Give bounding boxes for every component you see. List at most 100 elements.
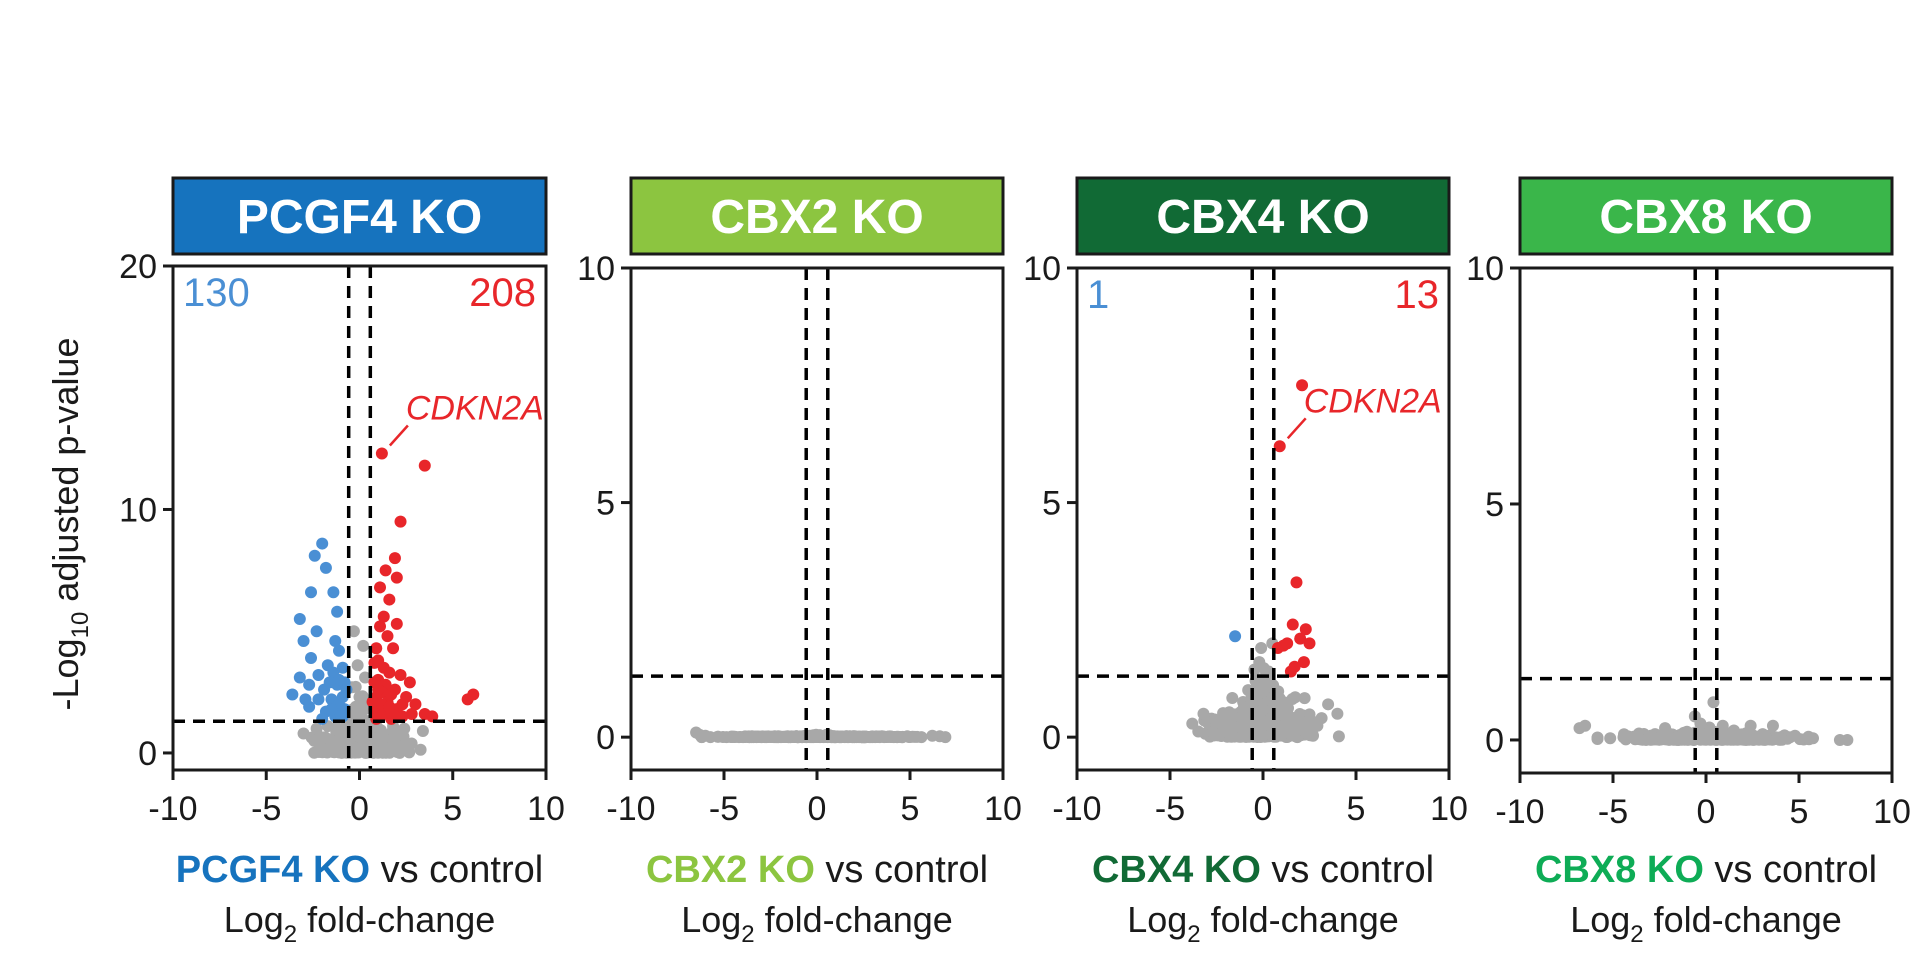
y-axis-label-main: -Log <box>45 638 86 710</box>
down-point <box>312 669 325 682</box>
ns-point <box>1251 718 1264 730</box>
x-tick-label: -10 <box>1495 793 1544 831</box>
ns-point <box>1727 724 1740 737</box>
up-point <box>377 610 390 623</box>
up-point <box>387 642 400 655</box>
y-tick-label: 10 <box>119 491 157 529</box>
y-tick-label: 0 <box>1485 722 1504 760</box>
ns-point <box>1298 692 1311 705</box>
ns-point <box>1639 733 1652 746</box>
x-tick-label: -5 <box>1155 790 1185 828</box>
ns-point <box>1226 692 1239 704</box>
down-point <box>325 703 338 716</box>
down-point <box>319 561 332 574</box>
ns-point <box>1766 719 1779 732</box>
up-point <box>385 688 398 701</box>
ns-point <box>1332 730 1345 743</box>
ns-point <box>1776 733 1788 746</box>
y-tick-label: 0 <box>138 735 157 773</box>
ns-point <box>904 731 917 743</box>
up-point <box>381 630 394 643</box>
down-point <box>316 537 329 550</box>
down-point <box>332 644 345 657</box>
x-axis-log-sub: 2 <box>741 921 754 948</box>
up-point <box>390 571 403 584</box>
x-axis-gene: CBX4 KO <box>1092 849 1261 891</box>
y-tick-label: 0 <box>1042 719 1061 757</box>
x-tick-label: 0 <box>808 790 827 828</box>
ns-point <box>1299 725 1312 738</box>
panel-4: CBX8 KO -10 -5 0 5 10 0 5 10 CBX8 KO vs control Lo… <box>1466 176 1911 948</box>
ns-point <box>1186 717 1199 730</box>
count-down: 1 <box>1087 273 1109 317</box>
down-point <box>329 634 342 647</box>
ns-point <box>335 727 348 740</box>
x-axis-log: Log <box>224 899 284 940</box>
ns-point <box>357 639 370 652</box>
up-point <box>1296 379 1309 392</box>
ns-point <box>1248 730 1261 743</box>
x-tick-label: 5 <box>1790 793 1809 831</box>
svg-text:-Log10 adjusted p-value: -Log10 adjusted p-value <box>45 338 94 711</box>
panel-header-title: CBX4 KO <box>1156 191 1369 244</box>
ns-point <box>329 741 342 753</box>
ns-point <box>1282 702 1294 715</box>
x-axis-log-sub: 2 <box>1187 921 1200 948</box>
ns-point <box>1841 733 1854 746</box>
x-axis-gene: CBX8 KO <box>1535 849 1704 891</box>
up-point <box>368 656 381 669</box>
up-point <box>394 669 407 682</box>
ns-point <box>1237 729 1249 742</box>
up-point <box>379 564 392 577</box>
ns-point <box>1677 726 1690 739</box>
ns-point <box>358 723 371 735</box>
ns-point <box>1258 679 1271 692</box>
count-up: 208 <box>469 271 536 315</box>
up-point <box>1299 623 1312 636</box>
ns-point <box>398 722 411 735</box>
down-point <box>312 693 325 706</box>
annotation-leader <box>1286 417 1307 440</box>
ns-point <box>733 731 745 744</box>
x-tick-label: 5 <box>443 790 462 828</box>
up-point <box>1290 576 1303 589</box>
y-axis-label-sub: 10 <box>67 612 94 639</box>
down-point <box>303 678 316 691</box>
x-axis-gene: CBX2 KO <box>646 849 815 891</box>
ns-point <box>759 730 771 743</box>
x-axis-foldchange: fold-change <box>1201 899 1399 940</box>
up-point <box>372 683 385 696</box>
y-axis-label-rest: adjusted p-value <box>45 338 86 612</box>
ns-point <box>1759 733 1771 746</box>
up-point <box>1294 632 1307 645</box>
up-point <box>388 552 401 565</box>
ns-point <box>1618 728 1630 741</box>
ns-point <box>1741 730 1754 743</box>
down-point <box>323 676 336 689</box>
x-axis-title-line1: CBX4 KO vs control <box>1092 849 1434 891</box>
up-point <box>403 676 416 689</box>
y-tick-label: 10 <box>1466 250 1504 288</box>
annotation-leader <box>388 424 409 447</box>
ns-point <box>926 729 939 742</box>
up-point <box>426 710 439 723</box>
down-point <box>327 586 340 599</box>
x-tick-label: 10 <box>1430 790 1468 828</box>
ns-point <box>807 729 820 742</box>
x-tick-label: -10 <box>148 790 197 828</box>
ns-point <box>374 724 387 737</box>
ns-point <box>699 729 712 742</box>
x-tick-label: 5 <box>901 790 920 828</box>
ns-point <box>1287 719 1300 732</box>
ns-point <box>781 730 794 743</box>
ns-point <box>743 731 756 744</box>
ns-point <box>353 690 366 703</box>
up-point <box>374 581 387 594</box>
panel-header-box <box>1075 176 1451 256</box>
x-tick-label: 10 <box>984 790 1022 828</box>
ns-point <box>1694 717 1707 730</box>
ns-point <box>877 730 890 743</box>
up-point <box>374 620 387 633</box>
panel-header-title: CBX2 KO <box>710 191 923 244</box>
x-axis-gene: PCGF4 KO <box>176 849 370 891</box>
